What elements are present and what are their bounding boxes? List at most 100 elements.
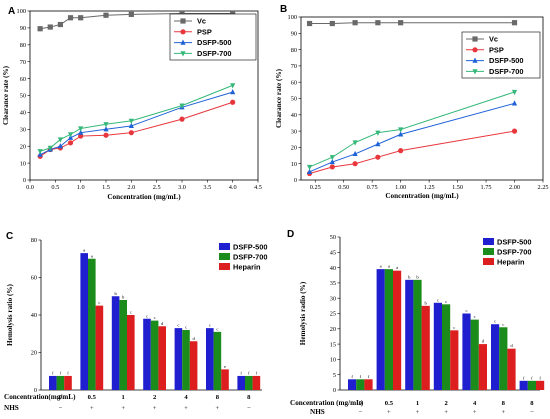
data-point (67, 132, 74, 138)
significance-letter: f (368, 374, 370, 379)
nhs-sign: + (473, 409, 477, 416)
data-point (375, 130, 381, 136)
legend-label: PSP (489, 45, 504, 54)
y-tick-label: 0 (34, 387, 37, 394)
legend-marker (472, 69, 478, 75)
significance-letter: a (91, 253, 93, 258)
significance-letter: c (445, 299, 447, 304)
bar-group: a a c (80, 248, 104, 390)
bar (150, 320, 159, 390)
y-axis-label: Clearance rate (%) (275, 68, 283, 128)
y-tick-label: 15 (330, 341, 336, 348)
bar (348, 379, 357, 390)
bar (252, 375, 261, 390)
nhs-sign: + (501, 409, 505, 416)
bar (237, 375, 245, 390)
nhs-sign: − (247, 405, 251, 412)
row-label-nhs: NHS (310, 408, 325, 416)
y-tick-label: 80 (31, 237, 37, 244)
y-axis-label: Hemolysis radio (%) (299, 281, 307, 345)
legend-label: DSFP-500 (233, 242, 268, 251)
y-axis-label: Hemolysis ratio (%) (6, 283, 14, 345)
significance-letter: b (425, 300, 428, 305)
chart-b: B 0.25 0.50 0.75 1.00 1.25 1.50 1.75 2.00 2.25 0 10… (275, 4, 549, 200)
category-label: 8 (502, 400, 506, 407)
data-point (306, 20, 313, 27)
significance-letter: f (60, 370, 62, 375)
y-tick-label: 80 (291, 47, 297, 54)
y-tick-label: 70 (291, 63, 297, 70)
legend-swatch (219, 263, 230, 270)
category-label: 8 (247, 394, 251, 401)
y-tick-label: 100 (17, 8, 26, 15)
bar (221, 369, 229, 390)
y-tick-label: 20 (31, 350, 37, 357)
nhs-sign: − (59, 405, 63, 412)
x-tick-label: 0.25 (310, 184, 321, 191)
legend-marker (472, 47, 478, 53)
series-dsfp-700 (37, 83, 236, 155)
x-tick-label: 2.25 (537, 184, 548, 191)
data-point (230, 99, 236, 105)
significance-letter: b (114, 291, 117, 296)
bar (421, 305, 430, 390)
series-psp (37, 99, 236, 159)
legend-swatch (219, 243, 230, 250)
nhs-sign: + (90, 405, 94, 412)
data-point (67, 15, 74, 21)
bar (119, 300, 127, 390)
significance-letter: f (256, 370, 258, 375)
data-point (352, 20, 358, 26)
legend-label: DSFP-500 (497, 237, 532, 246)
significance-letter: d (161, 321, 164, 326)
significance-letter: d (482, 339, 485, 344)
nhs-sign: − (358, 409, 362, 416)
legend-label: Vc (489, 35, 498, 44)
bar (111, 296, 120, 390)
chart-a: A 0.0 0.5 1.0 1.5 2.0 2.5 3.0 3.5 4.0 4.5 0 10 20 30 40… (2, 6, 262, 201)
x-axis-label: Concentration (mg/mL) (107, 193, 181, 201)
y-tick-label: 30 (20, 127, 26, 134)
significance-letter: f (523, 375, 525, 380)
data-point (352, 161, 358, 167)
significance-letter: f (67, 370, 69, 375)
data-point (47, 145, 53, 151)
data-point (511, 100, 518, 106)
significance-letter: a (83, 248, 85, 253)
y-tick-label: 50 (330, 234, 336, 241)
legend-label: DSFP-700 (497, 247, 532, 256)
legend-swatch (483, 238, 494, 245)
y-tick-label: 20 (291, 145, 297, 152)
data-point (78, 15, 84, 21)
nhs-sign: + (216, 405, 220, 412)
significance-letter: c (209, 323, 211, 328)
significance-letter: a (380, 264, 382, 269)
nhs-sign: + (184, 405, 188, 412)
bar (143, 318, 151, 390)
y-tick-label: 60 (20, 76, 26, 83)
bar (413, 279, 422, 390)
significance-letter: b (416, 274, 419, 279)
significance-letter: d (192, 336, 195, 341)
bar (88, 258, 96, 390)
panel-label-c: C (6, 231, 13, 242)
significance-letter: c (502, 322, 504, 327)
y-tick-label: 0 (333, 387, 336, 394)
data-point (37, 26, 43, 32)
bar (536, 380, 545, 390)
bar (393, 270, 402, 390)
nhs-sign: + (121, 405, 125, 412)
data-point (179, 116, 185, 122)
data-point (57, 21, 63, 28)
category-label: 4 (184, 394, 188, 401)
bar (356, 379, 365, 390)
data-point (511, 20, 518, 26)
data-point (398, 20, 404, 26)
row-label-concentration: Concentration (mg/mL) (290, 399, 364, 407)
nhs-sign: + (416, 409, 420, 416)
legend-marker (472, 36, 478, 42)
y-tick-label: 80 (20, 42, 26, 49)
